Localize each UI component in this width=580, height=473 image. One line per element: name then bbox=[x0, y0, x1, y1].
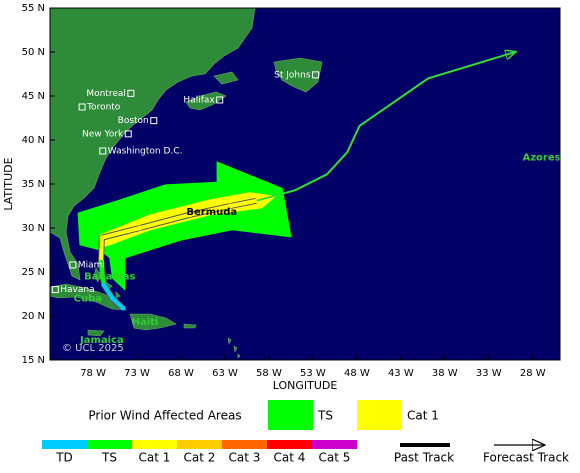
y-tick-label: 35 N bbox=[22, 179, 45, 190]
y-tick-label: 50 N bbox=[22, 47, 45, 58]
x-tick-label: 78 W bbox=[80, 368, 106, 379]
legend-scale-swatch bbox=[312, 440, 357, 449]
past-track-segment bbox=[137, 212, 192, 230]
x-tick-label: 33 W bbox=[476, 368, 502, 379]
x-tick-label: 38 W bbox=[432, 368, 458, 379]
track-point bbox=[109, 295, 115, 301]
legend-scale-swatch bbox=[42, 440, 87, 449]
city-marker bbox=[99, 147, 107, 155]
city-marker bbox=[150, 117, 158, 125]
y-tick-label: 20 N bbox=[22, 311, 45, 322]
city-label: Toronto bbox=[86, 103, 121, 113]
x-tick-label: 53 W bbox=[300, 368, 326, 379]
city-marker bbox=[51, 286, 59, 294]
y-tick-label: 40 N bbox=[22, 135, 45, 146]
track-point bbox=[137, 225, 143, 231]
track-point bbox=[120, 305, 126, 311]
past-track-segment bbox=[187, 204, 233, 217]
legend-scale-label: TD bbox=[55, 451, 73, 465]
city-label: Boston bbox=[118, 116, 149, 126]
city-label: Halifax bbox=[183, 95, 215, 105]
x-tick-label: 73 W bbox=[124, 368, 150, 379]
y-tick-label: 15 N bbox=[22, 355, 45, 366]
x-tick-label: 68 W bbox=[168, 368, 194, 379]
legend-wind-label: Cat 1 bbox=[407, 409, 439, 423]
legend-scale-swatch bbox=[87, 440, 132, 449]
y-tick-label: 55 N bbox=[22, 3, 45, 14]
x-tick-label: 43 W bbox=[388, 368, 414, 379]
city-label: Havana bbox=[60, 285, 94, 295]
x-tick-label: 48 W bbox=[344, 368, 370, 379]
x-tick-label: 28 W bbox=[520, 368, 546, 379]
past-track-segment bbox=[228, 198, 259, 208]
legend-wind-swatch bbox=[357, 400, 402, 430]
y-tick-label: 45 N bbox=[22, 91, 45, 102]
place-label: Bermuda bbox=[186, 207, 237, 218]
city-marker bbox=[78, 103, 86, 111]
legend-scale-swatch bbox=[267, 440, 312, 449]
forecast-track bbox=[256, 52, 516, 202]
copyright: © UCL 2025 bbox=[62, 343, 124, 354]
legend-wind-label: TS bbox=[317, 409, 333, 423]
track-point bbox=[101, 282, 107, 288]
place-label: Cuba bbox=[74, 293, 102, 304]
city-label: Miami bbox=[78, 260, 105, 270]
x-tick-label: 63 W bbox=[212, 368, 238, 379]
legend-forecast-label: Forecast Track bbox=[483, 451, 569, 465]
legend-past-label: Past Track bbox=[394, 451, 454, 465]
track-point bbox=[187, 212, 193, 218]
city-label: St Johns bbox=[274, 70, 311, 80]
legend-scale-label: Cat 4 bbox=[274, 451, 306, 465]
city-label: Montreal bbox=[86, 89, 126, 99]
x-tick-label: 58 W bbox=[256, 368, 282, 379]
legend-scale-label: Cat 3 bbox=[229, 451, 261, 465]
city-label: Washington D.C. bbox=[108, 147, 183, 157]
track-point bbox=[98, 259, 104, 265]
past-track-segment bbox=[99, 226, 142, 240]
legend-scale-label: Cat 2 bbox=[184, 451, 216, 465]
city-marker bbox=[312, 71, 320, 79]
legend-scale-swatch bbox=[132, 440, 177, 449]
past-track-segment bbox=[102, 283, 115, 301]
legend-scale-label: Cat 1 bbox=[139, 451, 171, 465]
city-label: New York bbox=[82, 129, 124, 139]
place-label: Azores bbox=[522, 153, 560, 164]
legend-scale-label: TS bbox=[101, 451, 117, 465]
y-tick-label: 30 N bbox=[22, 223, 45, 234]
y-tick-label: 25 N bbox=[22, 267, 45, 278]
x-axis-label: LONGITUDE bbox=[273, 379, 338, 392]
wind-area bbox=[77, 161, 292, 291]
land bbox=[50, 8, 323, 359]
city-marker bbox=[124, 130, 132, 138]
city-marker bbox=[127, 89, 135, 97]
place-label: Jamaica bbox=[79, 335, 124, 346]
track-point bbox=[227, 203, 233, 209]
place-label: Bahamas bbox=[84, 271, 135, 282]
track-point bbox=[99, 235, 105, 241]
legend-scale-label: Cat 5 bbox=[319, 451, 351, 465]
y-axis-label: LATITUDE bbox=[2, 157, 15, 210]
legend-scale-swatch bbox=[222, 440, 267, 449]
legend-scale-swatch bbox=[177, 440, 222, 449]
legend-wind-swatch bbox=[268, 400, 313, 430]
city-marker bbox=[216, 96, 224, 104]
place-label: Haiti bbox=[132, 317, 159, 328]
city-marker bbox=[69, 261, 77, 269]
past-track-segment bbox=[99, 260, 107, 288]
past-track-segment bbox=[99, 235, 104, 265]
legend-wind-title: Prior Wind Affected Areas bbox=[88, 409, 241, 423]
